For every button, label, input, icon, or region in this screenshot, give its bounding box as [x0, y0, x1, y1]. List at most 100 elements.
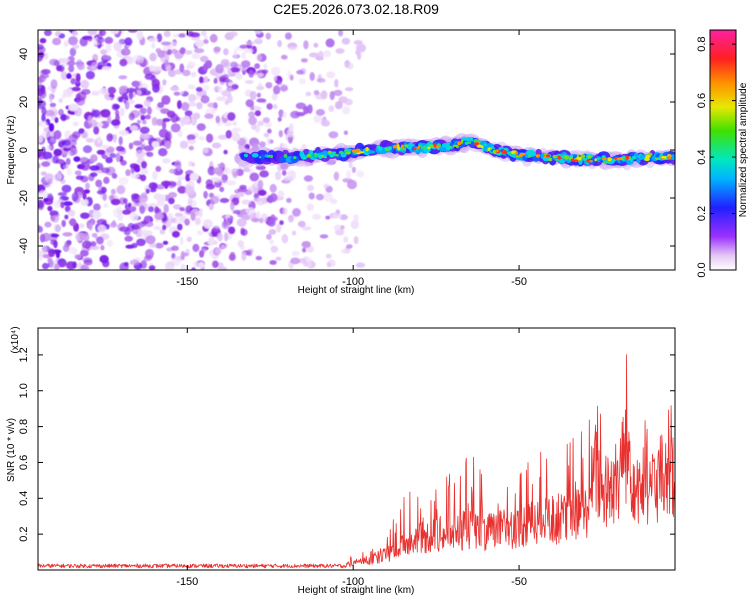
noise-speckle-blob [38, 135, 44, 143]
signal-peak [616, 157, 622, 161]
noise-speckle-blob [353, 40, 363, 45]
noise-speckle-blob [167, 49, 172, 56]
noise-speckle-blob [177, 130, 183, 138]
noise-speckle-blob [227, 69, 232, 75]
noise-speckle-blob [217, 86, 223, 94]
noise-speckle-blob [224, 232, 229, 242]
noise-speckle-blob [81, 240, 92, 249]
noise-speckle-blob [282, 207, 288, 215]
noise-speckle-blob [174, 212, 183, 217]
noise-speckle-blob [333, 224, 341, 231]
noise-speckle-blob [257, 120, 265, 126]
noise-speckle-blob [116, 145, 124, 152]
noise-speckle-blob [143, 145, 154, 152]
noise-speckle-blob [90, 245, 100, 251]
noise-speckle-blob [47, 257, 53, 263]
signal-blob [251, 153, 259, 158]
noise-speckle-blob [145, 188, 150, 194]
signal-peak [397, 144, 400, 149]
noise-speckle-blob [179, 90, 184, 95]
noise-speckle-blob [40, 131, 51, 139]
noise-speckle-blob [235, 73, 243, 80]
noise-speckle-blob [339, 214, 348, 221]
signal-blob [329, 154, 335, 158]
noise-speckle-blob [52, 37, 62, 46]
noise-speckle-blob [333, 89, 343, 97]
noise-speckle-blob [177, 186, 187, 194]
spectrogram-x-ticks: -150 -100 -50 [176, 30, 527, 288]
noise-speckle-blob [173, 168, 184, 176]
noise-speckle-blob [223, 48, 229, 56]
noise-speckle-blob [47, 205, 53, 212]
noise-speckle-blob [149, 52, 157, 62]
noise-speckle-blob [227, 112, 236, 121]
signal-peak [601, 157, 607, 161]
noise-speckle-blob [38, 151, 46, 160]
noise-speckle-blob [136, 30, 144, 40]
noise-speckle-blob [220, 59, 230, 68]
noise-speckle-blob [168, 197, 175, 205]
snr-x-tick-label: -150 [176, 576, 198, 588]
noise-speckle-blob [48, 93, 54, 103]
noise-speckle-blob [276, 80, 282, 86]
noise-speckle-blob [38, 75, 46, 83]
noise-speckle-blob [96, 190, 106, 195]
noise-speckle-blob [280, 84, 288, 92]
noise-speckle-blob [141, 161, 147, 169]
noise-speckle-blob [126, 87, 136, 93]
noise-speckle-blob [256, 85, 265, 91]
noise-speckle-blob [184, 50, 193, 55]
noise-speckle-blob [290, 257, 301, 265]
noise-speckle-blob [357, 51, 362, 60]
noise-speckle-blob [39, 233, 46, 243]
noise-speckle-blob [254, 110, 261, 117]
chart-title: C2E5.2026.073.02.18.R09 [273, 1, 439, 17]
noise-speckle-blob [186, 134, 196, 141]
noise-speckle-blob [217, 134, 228, 140]
noise-speckle-blob [251, 218, 261, 223]
noise-speckle-blob [132, 140, 143, 146]
noise-speckle-blob [184, 184, 190, 190]
noise-speckle-blob [39, 38, 47, 44]
noise-speckle-blob [38, 120, 48, 127]
colorbar-tick-label: 0.6 [696, 93, 708, 108]
noise-speckle-blob [209, 33, 218, 43]
signal-blob [376, 145, 381, 148]
noise-speckle-blob [155, 242, 164, 249]
noise-speckle-blob [268, 229, 277, 235]
noise-speckle-blob [184, 218, 190, 226]
signal-peak [392, 145, 398, 149]
noise-speckle-blob [165, 131, 171, 141]
noise-speckle-blob [181, 252, 189, 257]
signal-peak [668, 155, 671, 160]
signal-blob [258, 156, 262, 159]
signal-blob [404, 144, 409, 148]
noise-speckle-blob [151, 78, 160, 89]
noise-speckle-blob [103, 203, 109, 208]
noise-speckle-blob [131, 224, 140, 230]
noise-speckle-blob [123, 198, 128, 204]
noise-speckle-blob [323, 183, 330, 189]
noise-speckle-blob [155, 165, 162, 172]
noise-speckle-blob [44, 30, 52, 36]
noise-speckle-blob [211, 142, 222, 149]
noise-speckle-blob [118, 136, 123, 146]
noise-speckle-blob [97, 224, 107, 233]
noise-speckle-blob [325, 253, 332, 259]
noise-speckle-blob [65, 158, 71, 166]
noise-speckle-blob [83, 259, 93, 266]
noise-speckle-blob [44, 221, 52, 228]
noise-speckle-blob [55, 31, 60, 37]
noise-speckle-blob [112, 133, 117, 143]
noise-speckle-blob [177, 223, 183, 231]
noise-speckle-blob [288, 215, 294, 223]
noise-speckle-blob [176, 179, 182, 188]
noise-speckle-blob [273, 75, 278, 82]
noise-speckle-blob [73, 156, 81, 162]
noise-speckle-blob [139, 205, 146, 215]
noise-speckle-blob [72, 121, 79, 127]
spectrogram-y-tick-label: -20 [18, 190, 30, 206]
noise-speckle-blob [170, 86, 180, 92]
noise-speckle-blob [79, 232, 86, 241]
noise-speckle-blob [353, 214, 359, 222]
